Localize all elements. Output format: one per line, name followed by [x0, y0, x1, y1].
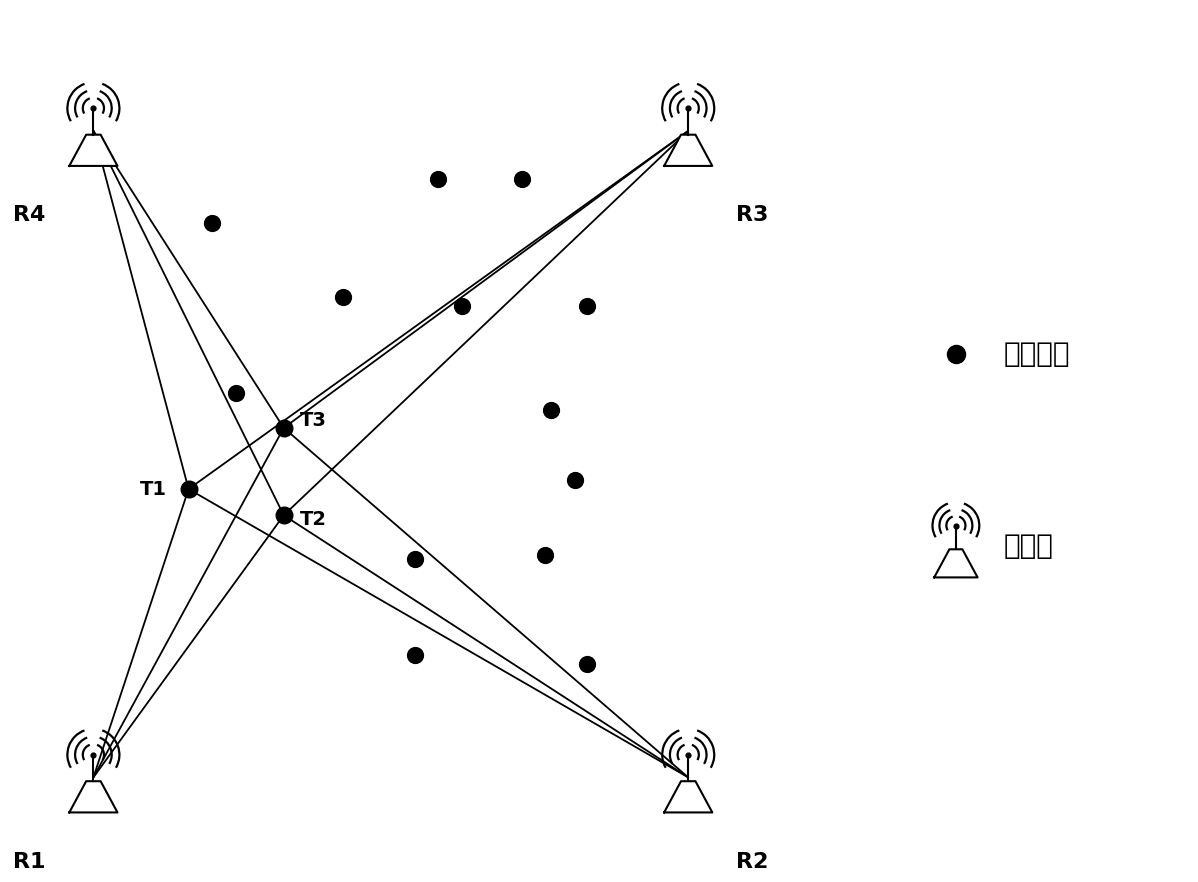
Text: 阅读器: 阅读器	[1004, 532, 1053, 560]
Point	[536, 548, 555, 562]
Text: R2: R2	[736, 852, 768, 871]
Text: R1: R1	[13, 852, 46, 871]
Point	[946, 519, 966, 533]
Polygon shape	[934, 549, 978, 578]
Polygon shape	[69, 135, 117, 166]
Point	[946, 347, 966, 361]
Text: T1: T1	[139, 480, 167, 498]
Point	[179, 482, 198, 496]
Text: R3: R3	[736, 206, 768, 225]
Text: 目标标签: 目标标签	[1004, 340, 1070, 368]
Point	[577, 298, 597, 312]
Point	[202, 215, 222, 229]
Point	[678, 101, 697, 116]
Point	[274, 421, 294, 435]
Point	[405, 648, 424, 662]
Point	[678, 748, 697, 762]
Text: T3: T3	[300, 411, 327, 430]
Polygon shape	[664, 135, 713, 166]
Point	[512, 172, 531, 186]
Polygon shape	[69, 781, 117, 812]
Point	[333, 290, 352, 304]
Point	[84, 101, 103, 116]
Point	[541, 403, 561, 417]
Point	[453, 298, 472, 312]
Point	[565, 474, 585, 488]
Text: R4: R4	[13, 206, 46, 225]
Point	[274, 508, 294, 522]
Point	[226, 386, 246, 400]
Point	[577, 657, 597, 671]
Text: T2: T2	[300, 510, 327, 529]
Point	[429, 172, 448, 186]
Point	[405, 552, 424, 566]
Polygon shape	[664, 781, 713, 812]
Point	[84, 748, 103, 762]
